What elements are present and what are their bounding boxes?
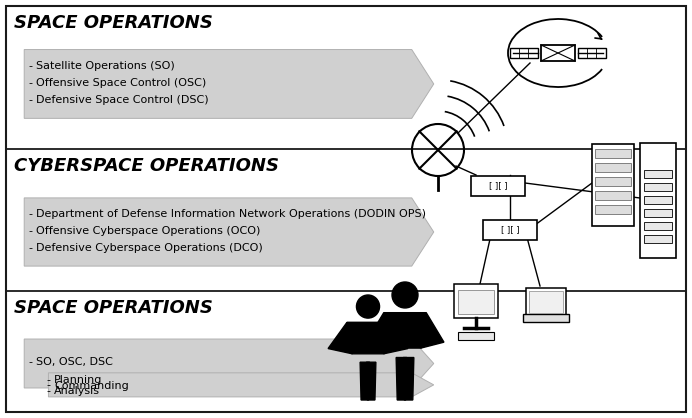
Bar [523, 314, 569, 322]
Text: -: - [46, 380, 50, 390]
Bar [483, 220, 537, 240]
Bar [578, 48, 606, 58]
Polygon shape [403, 357, 414, 400]
Text: Department of Defense Information Network Operations (DODIN OPS): Department of Defense Information Networ… [36, 209, 426, 219]
Bar [640, 143, 676, 258]
Text: -: - [28, 226, 32, 236]
Polygon shape [24, 339, 434, 388]
Text: CYBERSPACE OPERATIONS: CYBERSPACE OPERATIONS [14, 157, 279, 175]
Polygon shape [366, 313, 389, 348]
Text: -: - [46, 386, 50, 396]
Bar [595, 205, 631, 214]
Text: Offensive Cyberspace Operations (OCO): Offensive Cyberspace Operations (OCO) [36, 226, 260, 236]
Polygon shape [384, 313, 426, 348]
Polygon shape [421, 313, 444, 348]
Bar [644, 209, 672, 217]
Polygon shape [347, 322, 389, 354]
Text: -: - [28, 78, 32, 88]
Text: Satellite Operations (SO): Satellite Operations (SO) [36, 61, 175, 71]
Polygon shape [24, 198, 434, 266]
Text: SO, OSC, DSC: SO, OSC, DSC [36, 357, 113, 367]
Bar [510, 48, 538, 58]
Polygon shape [396, 357, 407, 400]
Text: Defensive Space Control (DSC): Defensive Space Control (DSC) [36, 95, 208, 105]
Text: [ ][ ]: [ ][ ] [501, 225, 519, 234]
Bar [644, 170, 672, 178]
Text: [ ][ ]: [ ][ ] [489, 181, 507, 191]
Bar [458, 332, 494, 340]
Bar [454, 284, 498, 318]
Text: -: - [46, 375, 50, 385]
Bar [644, 183, 672, 191]
Text: -: - [28, 95, 32, 105]
Bar [644, 235, 672, 243]
Bar [595, 191, 631, 200]
Bar [592, 144, 634, 226]
Bar [458, 290, 494, 314]
Text: Analysis: Analysis [54, 386, 100, 396]
Text: -: - [28, 209, 32, 219]
Text: Defensive Cyberspace Operations (DCO): Defensive Cyberspace Operations (DCO) [36, 243, 263, 253]
Bar [644, 196, 672, 204]
Bar [595, 163, 631, 172]
Polygon shape [48, 373, 434, 397]
Circle shape [392, 282, 418, 308]
Text: Commanding: Commanding [54, 380, 129, 390]
Text: -: - [28, 243, 32, 253]
Polygon shape [24, 50, 434, 118]
Text: SPACE OPERATIONS: SPACE OPERATIONS [14, 14, 213, 32]
Bar [644, 222, 672, 230]
Polygon shape [384, 322, 408, 354]
Polygon shape [360, 362, 370, 400]
Text: -: - [28, 61, 32, 71]
Bar [526, 288, 566, 316]
Bar [595, 149, 631, 158]
Text: Offensive Space Control (OSC): Offensive Space Control (OSC) [36, 78, 206, 88]
Polygon shape [367, 362, 376, 400]
Bar [471, 176, 525, 196]
Bar [529, 291, 563, 313]
Circle shape [356, 295, 379, 318]
Text: Planning: Planning [54, 375, 102, 385]
Bar [541, 45, 575, 61]
Text: SPACE OPERATIONS: SPACE OPERATIONS [14, 299, 213, 317]
Text: -: - [28, 357, 32, 367]
Bar [595, 177, 631, 186]
Polygon shape [328, 322, 352, 354]
